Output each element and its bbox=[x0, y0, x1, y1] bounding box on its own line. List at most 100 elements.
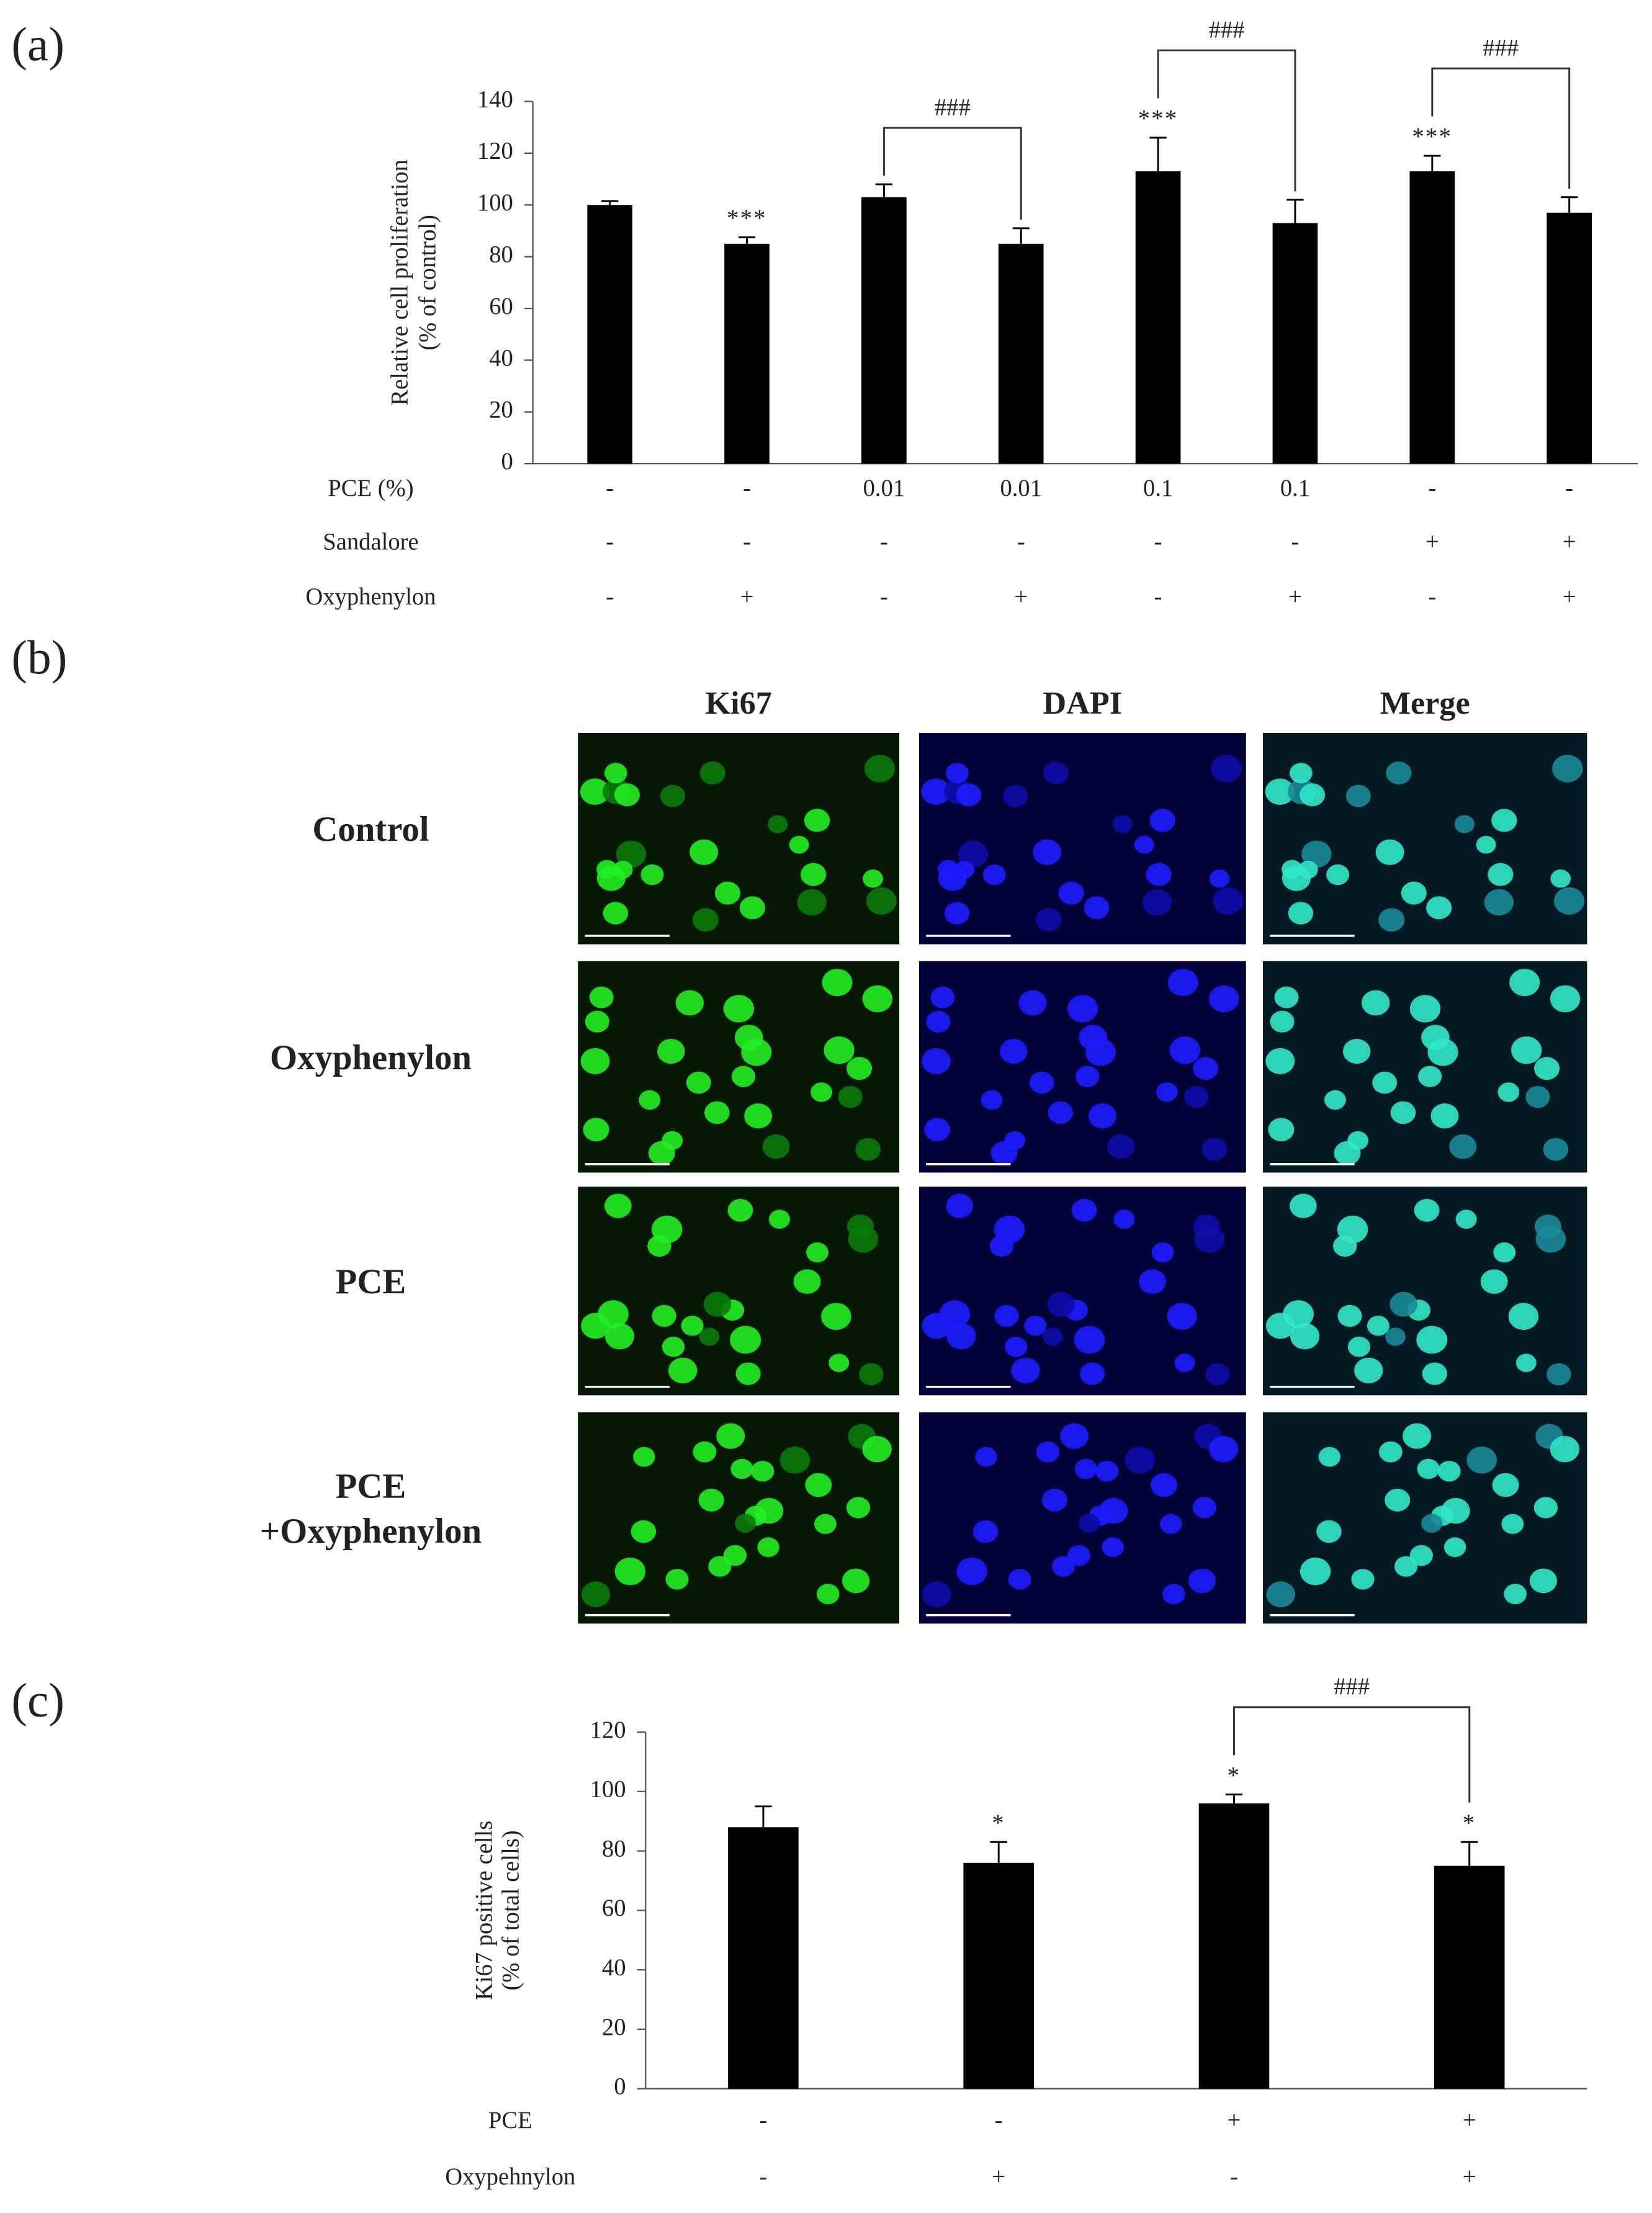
cell-nucleus bbox=[1354, 1357, 1383, 1384]
condition-label: PCE bbox=[488, 2108, 532, 2134]
cell-nucleus bbox=[921, 778, 951, 805]
cell-nucleus bbox=[956, 1557, 987, 1586]
cell-nucleus bbox=[1385, 1327, 1406, 1346]
cell-nucleus bbox=[1067, 1545, 1091, 1566]
comparison-label: ### bbox=[1209, 17, 1245, 43]
cell-nucleus bbox=[1422, 1362, 1447, 1385]
cell-nucleus bbox=[1403, 1423, 1432, 1449]
comparison-bracket bbox=[1157, 49, 1296, 192]
cell-nucleus bbox=[1493, 1242, 1516, 1263]
bar bbox=[1272, 223, 1318, 464]
cell-nucleus bbox=[1501, 1514, 1524, 1534]
y-axis-label: Ki67 positive cells bbox=[472, 1821, 498, 2000]
cell-nucleus bbox=[1300, 783, 1326, 807]
cell-nucleus bbox=[1414, 1198, 1440, 1222]
cell-nucleus bbox=[956, 783, 982, 807]
cell-nucleus bbox=[1290, 1322, 1320, 1350]
condition-value: + bbox=[1228, 2108, 1241, 2134]
cell-nucleus bbox=[1138, 1269, 1166, 1294]
condition-label: PCE (%) bbox=[328, 475, 413, 501]
cell-nucleus bbox=[668, 1357, 698, 1384]
cell-nucleus bbox=[768, 1210, 791, 1229]
cell-nucleus bbox=[981, 1090, 1003, 1110]
condition-value: - bbox=[760, 2108, 768, 2134]
bar bbox=[728, 1827, 799, 2089]
cell-nucleus bbox=[797, 889, 827, 916]
y-tick-label: 40 bbox=[489, 345, 513, 371]
cell-nucleus bbox=[1000, 1039, 1028, 1064]
cell-nucleus bbox=[727, 1198, 753, 1222]
cell-nucleus bbox=[1533, 1497, 1558, 1519]
row-label: PCE bbox=[336, 1262, 406, 1301]
cell-nucleus bbox=[1134, 835, 1154, 854]
condition-value: + bbox=[1563, 584, 1576, 610]
cell-nucleus bbox=[1159, 1514, 1182, 1534]
cell-nucleus bbox=[1011, 1357, 1040, 1384]
cell-nucleus bbox=[821, 1303, 851, 1331]
column-header: Ki67 bbox=[706, 685, 772, 721]
cell-nucleus bbox=[698, 1488, 724, 1512]
cell-nucleus bbox=[1449, 1134, 1477, 1159]
cell-nucleus bbox=[1074, 1458, 1097, 1479]
cell-nucleus bbox=[716, 1423, 745, 1449]
cell-nucleus bbox=[806, 1242, 828, 1263]
y-tick-label: 60 bbox=[602, 1895, 626, 1921]
cell-nucleus bbox=[1029, 1071, 1054, 1094]
significance-label: * bbox=[1228, 1762, 1241, 1789]
cell-nucleus bbox=[859, 1363, 884, 1386]
cell-nucleus bbox=[1004, 1131, 1026, 1151]
comparison-bracket bbox=[1431, 67, 1571, 189]
cell-nucleus bbox=[1209, 1435, 1239, 1463]
cell-nucleus bbox=[1379, 1441, 1403, 1463]
significance-label: *** bbox=[1412, 124, 1452, 150]
cell-nucleus bbox=[1167, 1303, 1197, 1331]
y-axis-label: Relative cell proliferation bbox=[387, 159, 413, 406]
cell-nucleus bbox=[944, 902, 970, 925]
significance-label: *** bbox=[1138, 105, 1178, 132]
cell-nucleus bbox=[768, 815, 788, 833]
condition-value: - bbox=[995, 2108, 1003, 2134]
cell-nucleus bbox=[864, 755, 896, 783]
bar bbox=[724, 243, 770, 464]
cell-nucleus bbox=[1167, 969, 1198, 997]
cell-nucleus bbox=[801, 863, 827, 886]
cell-nucleus bbox=[699, 761, 725, 785]
cell-nucleus bbox=[734, 1514, 756, 1533]
cell-nucleus bbox=[1270, 1010, 1295, 1033]
cell-nucleus bbox=[1508, 1303, 1539, 1331]
cell-nucleus bbox=[1535, 1225, 1566, 1253]
cell-nucleus bbox=[735, 1362, 761, 1385]
cell-nucleus bbox=[1283, 1300, 1314, 1328]
cell-nucleus bbox=[926, 1010, 951, 1033]
cell-nucleus bbox=[1174, 1353, 1195, 1373]
condition-value: - bbox=[1230, 2164, 1238, 2190]
cell-nucleus bbox=[1426, 896, 1452, 920]
cell-nucleus bbox=[1430, 1103, 1459, 1129]
cell-nucleus bbox=[1107, 1134, 1134, 1159]
cell-nucleus bbox=[1504, 1584, 1527, 1605]
cell-nucleus bbox=[580, 778, 610, 805]
cell-nucleus bbox=[665, 1569, 689, 1590]
cell-nucleus bbox=[817, 1584, 840, 1605]
cell-nucleus bbox=[846, 1057, 873, 1080]
cell-nucleus bbox=[1042, 1488, 1067, 1512]
cell-nucleus bbox=[1193, 1057, 1219, 1080]
cell-nucleus bbox=[1008, 1569, 1031, 1590]
cell-nucleus bbox=[744, 1103, 773, 1129]
cell-nucleus bbox=[972, 1520, 999, 1543]
cell-nucleus bbox=[1476, 835, 1496, 854]
cell-nucleus bbox=[1511, 1036, 1542, 1064]
micrograph bbox=[578, 732, 900, 945]
cell-nucleus bbox=[1213, 887, 1244, 915]
cell-nucleus bbox=[1375, 839, 1404, 865]
y-tick-label: 20 bbox=[489, 397, 513, 423]
cell-nucleus bbox=[1529, 1568, 1558, 1594]
bar bbox=[861, 197, 907, 464]
cell-nucleus bbox=[822, 969, 853, 997]
condition-value: - bbox=[606, 475, 614, 501]
row-label: Oxyphenylon bbox=[270, 1038, 472, 1077]
cell-nucleus bbox=[1067, 995, 1098, 1023]
cell-nucleus bbox=[1454, 815, 1475, 833]
y-axis-label: (% of total cells) bbox=[498, 1830, 524, 1990]
